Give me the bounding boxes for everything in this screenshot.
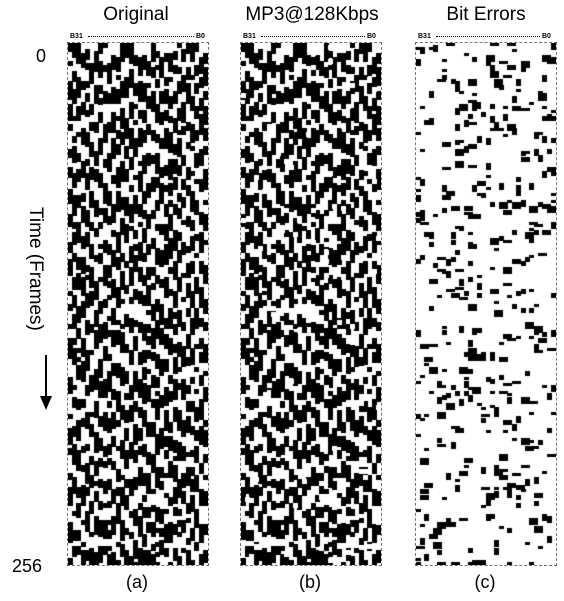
lsb-label-c: B0 (542, 33, 551, 40)
time-end-tick: 256 (12, 556, 43, 576)
down-arrow-icon (40, 396, 52, 410)
time-start-tick: 0 (36, 46, 47, 66)
bit-plot-a (67, 42, 209, 566)
panel-title-c: Bit Errors (446, 4, 526, 25)
time-axis-label: Time (Frames) (25, 207, 46, 331)
lsb-label-b: B0 (367, 33, 376, 40)
bit-plot-b (240, 42, 382, 566)
panel-title-a: Original (103, 4, 169, 25)
panel-label-c: (c) (474, 572, 496, 592)
bit-plot-canvas-a (68, 43, 208, 565)
bit-plot-canvas-b (241, 43, 381, 565)
bit-range-dots-b (261, 36, 365, 37)
panel-label-a: (a) (126, 572, 148, 592)
bit-range-dots-c (436, 36, 540, 37)
msb-label-a: B31 (70, 33, 83, 40)
bit-plot-c (415, 42, 557, 566)
bit-range-dots-a (88, 36, 194, 37)
time-arrow-shaft (45, 355, 47, 397)
msb-label-b: B31 (243, 33, 256, 40)
panel-title-b: MP3@128Kbps (245, 4, 379, 25)
lsb-label-a: B0 (196, 33, 205, 40)
panel-label-b: (b) (299, 572, 321, 592)
bit-plot-canvas-c (416, 43, 556, 565)
msb-label-c: B31 (418, 33, 431, 40)
